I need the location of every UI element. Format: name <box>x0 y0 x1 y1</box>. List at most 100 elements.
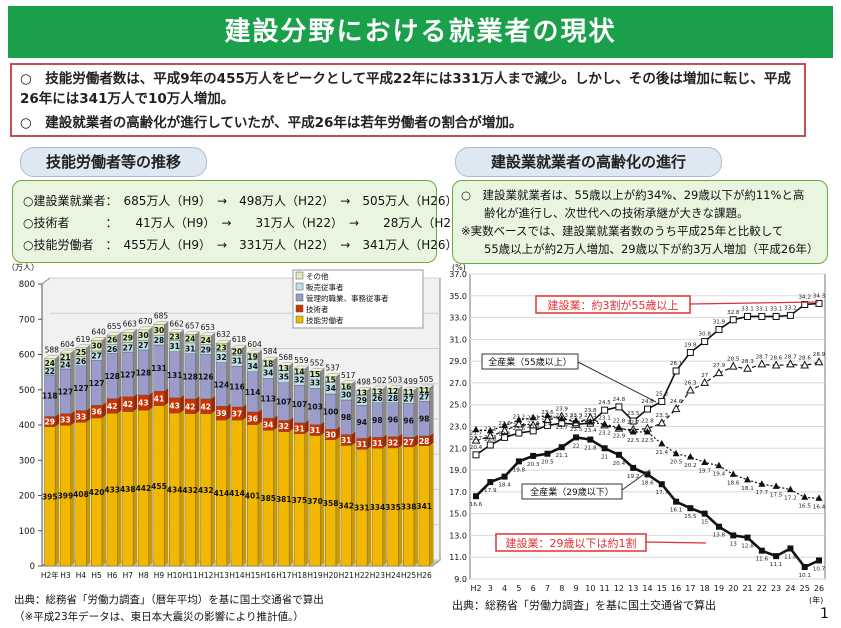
bar-value-label: 33 <box>310 379 320 388</box>
line-point <box>644 427 651 435</box>
line-point <box>601 406 609 414</box>
bar-value-label: 335 <box>385 503 401 512</box>
annotation-box-construction-55 <box>535 295 691 314</box>
line-point <box>630 464 637 471</box>
bar-value-label: 131 <box>151 364 167 373</box>
bar-y-tick-label: 100 <box>19 527 35 537</box>
line-y-tick-label: 37.0 <box>449 270 467 279</box>
bar-value-label: 27 <box>403 438 413 447</box>
bar-side-shade <box>211 332 216 345</box>
line-data-label: 26.3 <box>684 381 697 387</box>
bar-side-shade <box>257 356 262 372</box>
line-data-label: 30.8 <box>698 332 711 338</box>
bar-side-shade <box>289 417 294 432</box>
right-info-line-3: ※実数ベースでは、建設業就業者数のうち平成25年と比較して <box>461 224 784 238</box>
bar-value-label: 442 <box>136 484 152 493</box>
line-data-label: 23.8 <box>527 424 540 430</box>
bar-value-label: 43 <box>169 401 179 410</box>
bar-total-label: 552 <box>310 358 325 367</box>
line-data-label: 23.4 <box>584 428 597 434</box>
bar-side-shade <box>226 340 231 352</box>
left-section-title: 技能労働者等の推移 <box>20 147 207 177</box>
annotation-pointer <box>577 361 657 403</box>
bar-value-label: 26 <box>107 336 117 345</box>
aging-line-chart: 9.0 11.0 13.0 15.0 17.0 19.0 21.0 23.0 25.0 27.0 2… <box>449 263 825 605</box>
line-data-label: 22.8 <box>613 419 626 425</box>
bar-value-label: 31 <box>310 426 320 435</box>
bar-total-label: 662 <box>169 320 184 329</box>
line-point <box>686 453 694 460</box>
bar-value-label: 14 <box>294 367 304 376</box>
bar-value-label: 98 <box>419 415 429 424</box>
line-data-label: 21.1 <box>556 453 569 459</box>
bar-top-face <box>340 380 357 384</box>
line-data-label: 28.7 <box>784 354 797 360</box>
bar-side-shade <box>304 382 309 423</box>
bar-top-face <box>371 385 388 390</box>
bar-value-label: 395 <box>42 492 58 501</box>
line-point <box>501 433 509 441</box>
line-data-label: 20.4 <box>470 445 483 451</box>
bar-side-shade <box>335 390 340 430</box>
bar-side-shade <box>242 404 247 421</box>
bar-value-label: 31 <box>185 344 195 353</box>
bar-side-shade <box>164 332 169 345</box>
bar-value-label: 420 <box>89 488 105 497</box>
right-info-line-4: 55歳以上が約2万人増加、29歳以下が約3万人増加（平成26年） <box>461 242 819 256</box>
bar-value-label: 27 <box>123 343 133 352</box>
bar-side-shade <box>367 387 372 396</box>
line-data-label: 17.9 <box>484 488 497 494</box>
bar-side-shade <box>398 389 403 403</box>
bar-side-shade <box>133 393 138 412</box>
bar-value-label: 28 <box>388 394 398 403</box>
annotation-pointer <box>689 301 819 305</box>
bar-value-label: 342 <box>338 502 354 511</box>
line-data-label: 28.7 <box>756 354 769 360</box>
left-source-note-1: 出典：総務省「労働力調査」（暦年平均）を基に国土交通省で算出 <box>14 594 324 606</box>
line-x-tick-label: 6 <box>531 584 536 593</box>
line-y-tick-label: 19.0 <box>449 466 467 475</box>
line-point <box>786 485 794 493</box>
bar-value-label: 32 <box>388 438 398 447</box>
bar-unit-label: （万人） <box>7 263 39 272</box>
bar-side-shade <box>86 344 91 357</box>
bar-value-label: 22 <box>45 367 55 376</box>
bar-value-label: 27 <box>419 393 429 402</box>
line-x-tick-label: 5 <box>516 584 521 593</box>
bar-value-label: 438 <box>120 485 136 494</box>
line-point <box>629 427 637 435</box>
bar-top-face <box>168 329 185 333</box>
line-data-label: 28.5 <box>727 357 740 363</box>
bar-top-face <box>387 385 403 389</box>
line-point <box>715 461 723 469</box>
bar-side-shade <box>382 434 387 449</box>
line-y-tick-label: 25.0 <box>449 401 467 410</box>
bar-value-label: 127 <box>73 384 89 393</box>
workers-stacked-bar-chart: 0100200300400500600700800（万人）39529118222… <box>7 263 442 580</box>
line-y-tick-label: 27.0 <box>449 379 467 388</box>
bar-top-face <box>293 365 310 370</box>
page-title: 建設分野における就業者の現状 <box>8 6 833 58</box>
bar-side-shade <box>86 353 91 366</box>
line-point <box>629 417 637 425</box>
line-data-label: 22.7 <box>627 420 640 426</box>
line-data-label: 28.6 <box>798 356 811 362</box>
line-unit-label: (%) <box>452 263 466 272</box>
line-y-tick-label: 29.0 <box>449 357 467 366</box>
line-data-label: 29.8 <box>684 342 697 348</box>
line-point <box>586 418 594 425</box>
line-data-label: 18.6 <box>641 480 654 486</box>
bar-side-shade <box>179 394 184 414</box>
bar-side-shade <box>55 355 60 368</box>
line-data-label: 28.6 <box>770 356 783 362</box>
line-data-label: 17.5 <box>770 492 783 498</box>
bar-x-tick-label: H26 <box>417 571 432 580</box>
line-point <box>658 481 665 488</box>
right-source-note: 出典：総務省「労働力調査」を基に国土交通省で算出 <box>452 599 716 612</box>
bar-side-shade <box>289 428 294 566</box>
bar-total-label: 559 <box>294 356 309 365</box>
bar-side-shade <box>226 417 231 566</box>
bar-value-label: 13 <box>372 387 382 396</box>
bar-total-label: 663 <box>123 319 138 328</box>
annotation-pointer <box>645 541 707 544</box>
